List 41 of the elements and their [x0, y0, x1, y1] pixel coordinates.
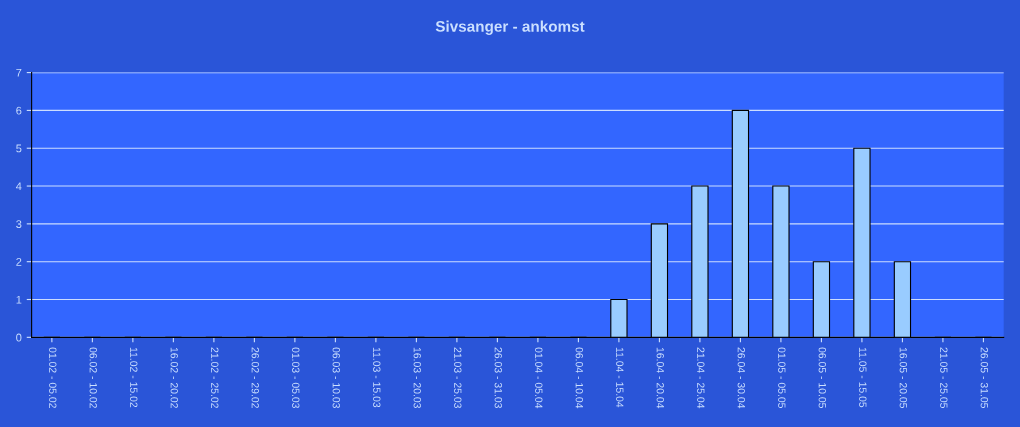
- bar: [650, 223, 669, 338]
- x-tick-label: 06.03 - 10.03: [332, 347, 340, 408]
- x-tick-label: 26.03 - 31.03: [494, 347, 502, 408]
- x-tick-label: 06.04 - 10.04: [575, 347, 583, 409]
- bar: [853, 147, 871, 338]
- x-tick-label: 16.05 - 20.05: [899, 347, 907, 409]
- y-tick-label: 5: [16, 144, 22, 153]
- x-tick-label: 11.05 - 15.05: [859, 347, 867, 408]
- x-tick-label: 01.04 - 05.04: [535, 347, 543, 409]
- y-tick-label: 1: [16, 295, 22, 304]
- x-tick-label: 21.03 - 25.03: [454, 347, 462, 408]
- x-tick-label: 16.03 - 20.03: [413, 347, 421, 408]
- x-tick-label: 26.04 - 30.04: [737, 347, 745, 409]
- x-tick-label: 01.02 - 05.02: [49, 347, 57, 408]
- bar: [812, 261, 831, 338]
- y-tick-label: 7: [16, 68, 22, 77]
- bar: [772, 185, 790, 338]
- x-tick-label: 16.02 - 20.02: [170, 347, 178, 408]
- x-tick-label: 16.04 - 20.04: [656, 347, 664, 409]
- x-tick-label: 21.02 - 25.02: [211, 347, 219, 408]
- x-tick-label: 21.04 - 25.04: [697, 347, 705, 409]
- x-tick-label: 26.05 - 31.05: [980, 347, 989, 409]
- x-tick-label: 21.05 - 25.05: [940, 347, 948, 409]
- x-tick-label: 01.05 - 05.05: [778, 347, 786, 409]
- y-tick-label: 3: [16, 220, 22, 229]
- chart-title: Sivsanger - ankomst: [435, 20, 585, 35]
- x-tick-label: 11.02 - 15.02: [130, 347, 138, 408]
- x-tick-label: 11.04 - 15.04: [616, 347, 624, 408]
- y-tick-label: 4: [15, 182, 22, 191]
- y-tick-label: 6: [16, 106, 22, 115]
- y-tick-label: 2: [16, 257, 22, 266]
- bar: [893, 261, 912, 338]
- bar: [610, 298, 628, 338]
- x-tick-label: 06.02 - 10.02: [89, 347, 97, 408]
- x-tick-label: 26.02 - 29.02: [251, 347, 259, 408]
- bar: [731, 109, 750, 338]
- x-tick-label: 06.05 - 10.05: [818, 347, 826, 409]
- y-tick-label: 0: [16, 333, 22, 342]
- bar: [691, 185, 709, 338]
- x-tick-label: 11.03 - 15.03: [373, 347, 381, 408]
- x-tick-label: 01.03 - 05.03: [292, 347, 300, 408]
